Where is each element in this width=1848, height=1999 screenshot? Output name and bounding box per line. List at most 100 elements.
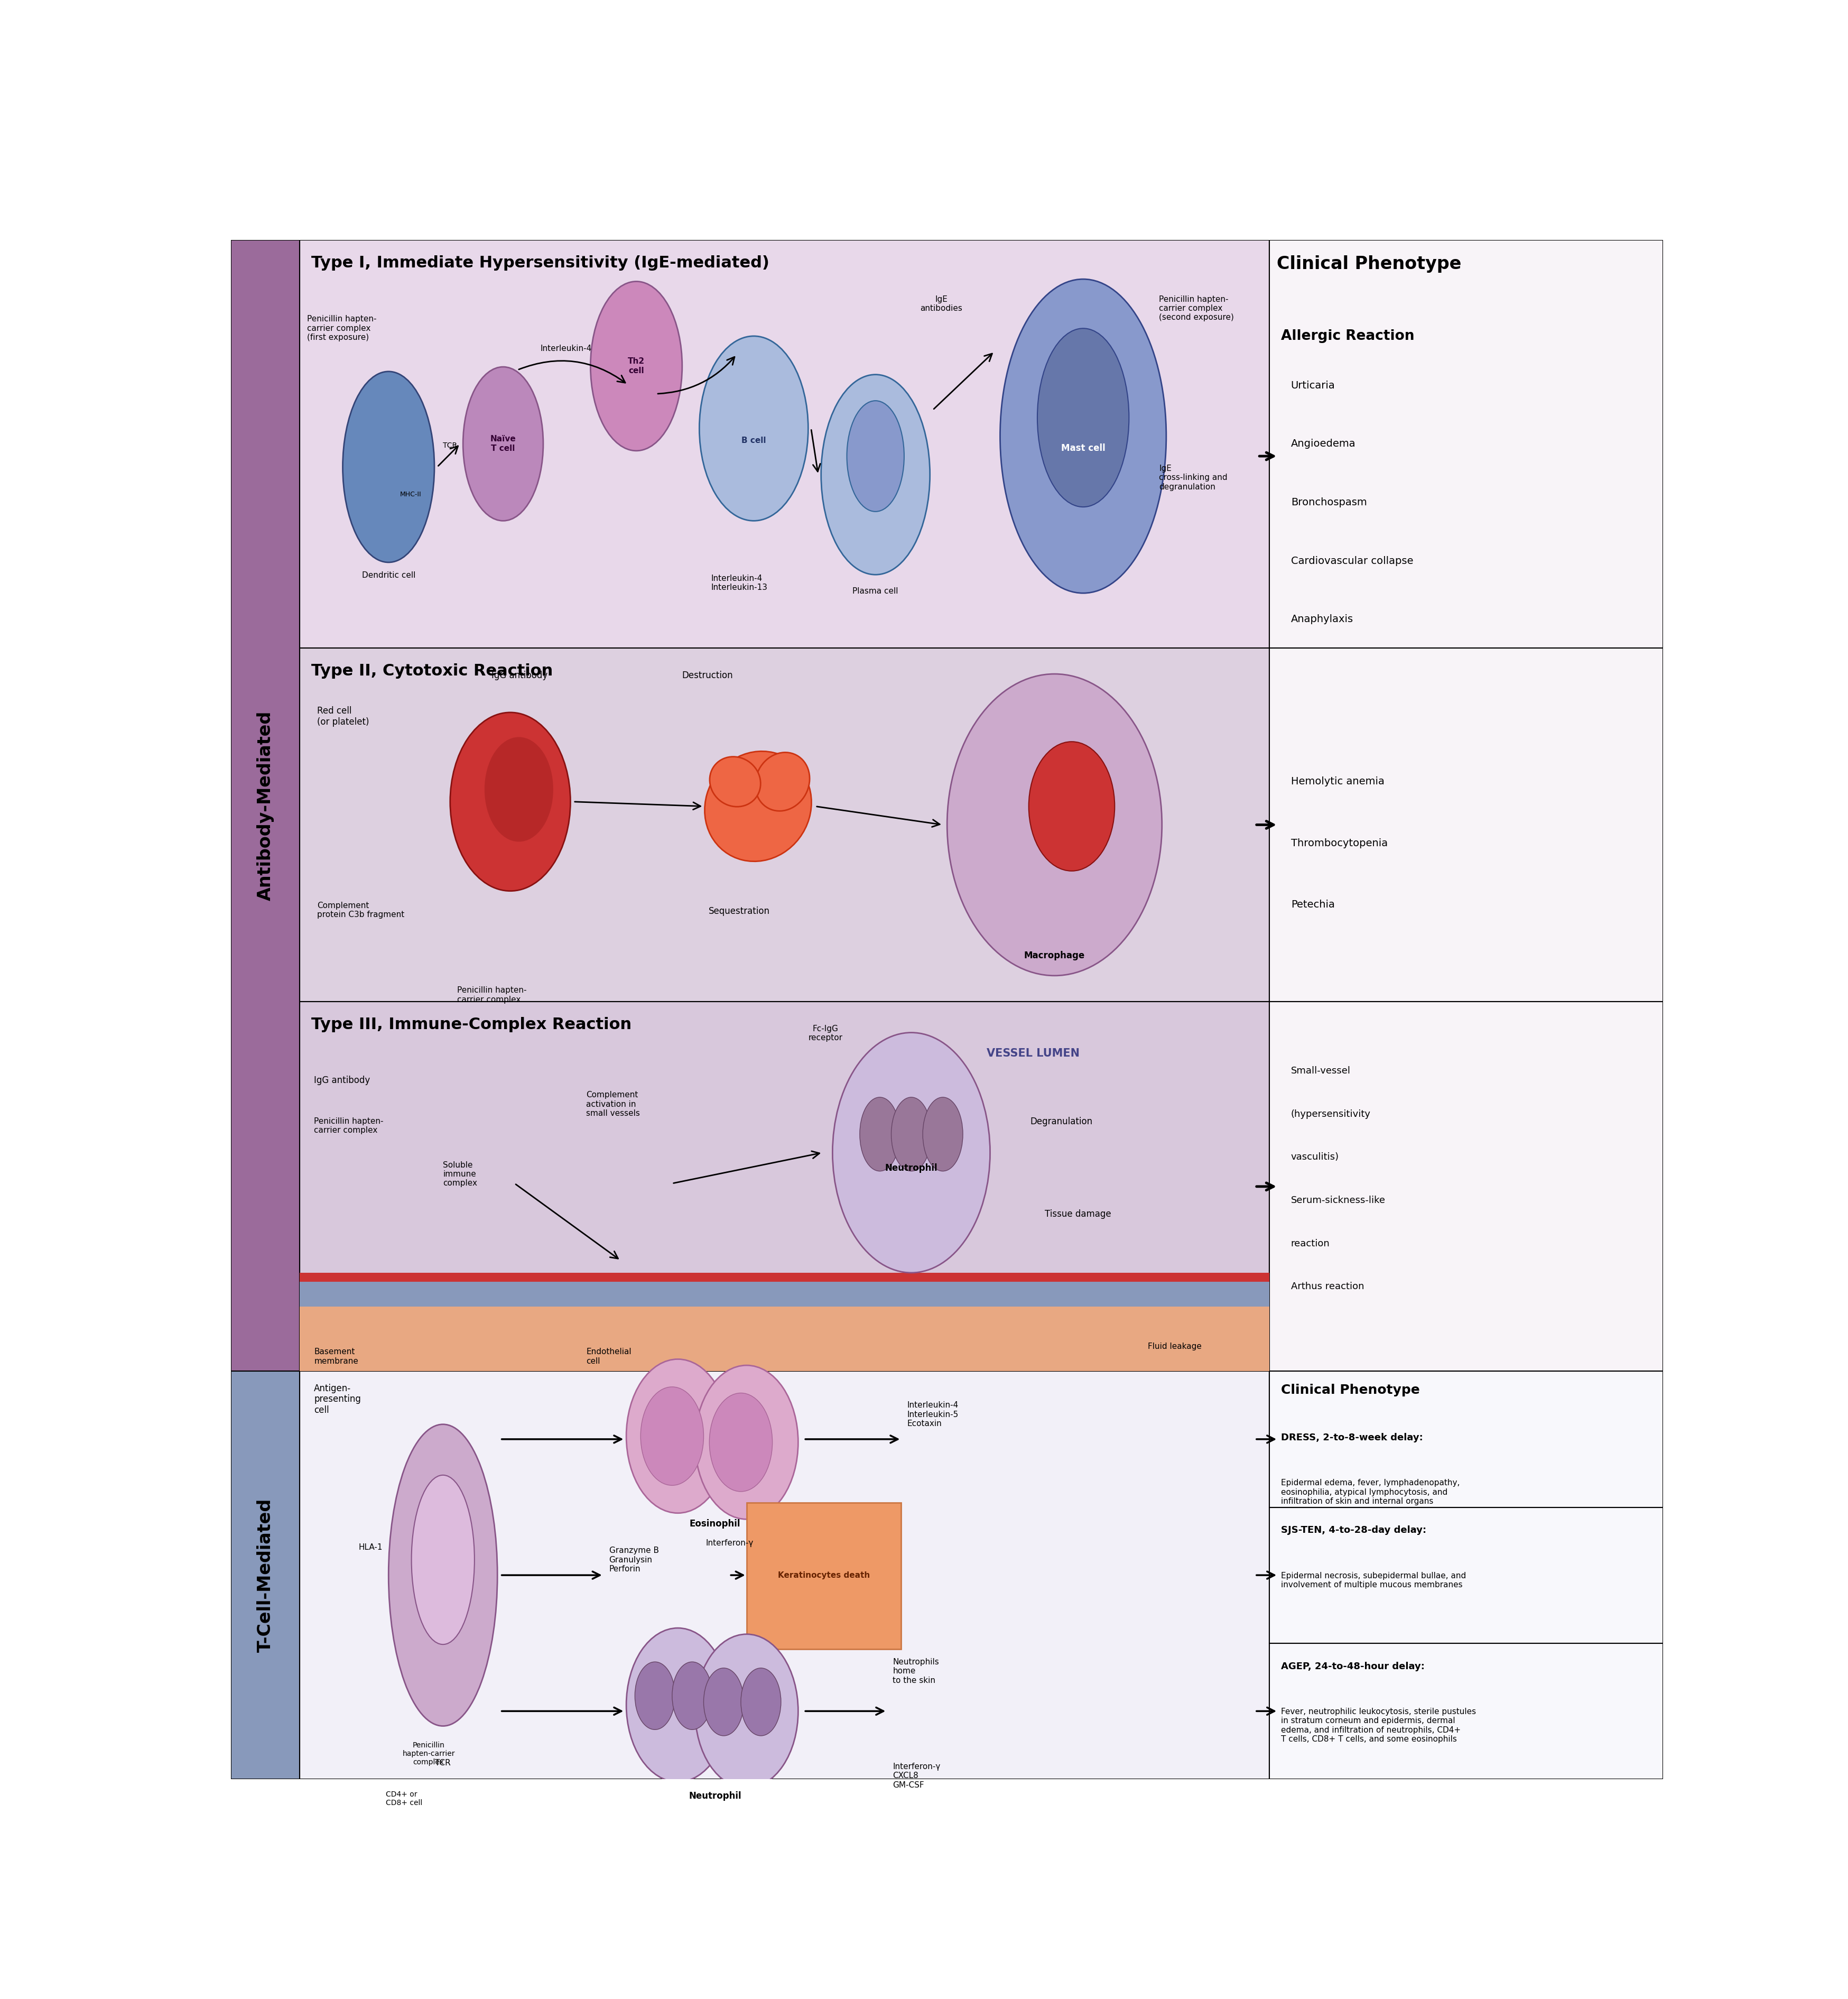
Text: Thrombocytopenia: Thrombocytopenia [1292, 838, 1388, 848]
Text: Naïve
T cell: Naïve T cell [490, 436, 516, 452]
Text: Hemolytic anemia: Hemolytic anemia [1292, 778, 1384, 788]
Bar [299, 1281, 1270, 1371]
Text: Neutrophil: Neutrophil [689, 1791, 741, 1801]
Text: B cell: B cell [741, 438, 767, 444]
Ellipse shape [704, 752, 811, 862]
Text: Red cell
(or platelet): Red cell (or platelet) [318, 706, 370, 728]
Bar [299, 1371, 1270, 1779]
Bar [299, 1281, 1270, 1307]
Text: Angioedema: Angioedema [1292, 440, 1356, 450]
Ellipse shape [1037, 328, 1129, 508]
Text: Cardiovascular collapse: Cardiovascular collapse [1292, 556, 1414, 566]
Text: Epidermal necrosis, subepidermal bullae, and
involvement of multiple mucous memb: Epidermal necrosis, subepidermal bullae,… [1281, 1571, 1465, 1589]
Bar [1270, 648, 1663, 1001]
Text: AGEP, 24-to-48-hour delay:: AGEP, 24-to-48-hour delay: [1281, 1661, 1425, 1671]
Text: Fc-IgG
receptor: Fc-IgG receptor [808, 1025, 843, 1041]
Text: Eosinophil: Eosinophil [689, 1519, 741, 1529]
Ellipse shape [710, 1393, 772, 1491]
Ellipse shape [710, 758, 761, 808]
Ellipse shape [342, 372, 434, 562]
Text: IgE
cross-linking and
degranulation: IgE cross-linking and degranulation [1159, 464, 1227, 492]
Bar [1270, 1507, 1663, 1643]
Text: CD4+ or
CD8+ cell: CD4+ or CD8+ cell [386, 1791, 423, 1807]
Text: Clinical Phenotype: Clinical Phenotype [1281, 1383, 1419, 1395]
Text: VESSEL LUMEN: VESSEL LUMEN [987, 1047, 1079, 1059]
Text: Interleukin-4: Interleukin-4 [540, 344, 591, 352]
Ellipse shape [704, 1667, 743, 1735]
Text: Mast cell: Mast cell [1061, 444, 1105, 454]
Text: Epidermal edema, fever, lymphadenopathy,
eosinophilia, atypical lymphocytosis, a: Epidermal edema, fever, lymphadenopathy,… [1281, 1479, 1460, 1505]
Text: Penicillin hapten-
carrier complex: Penicillin hapten- carrier complex [456, 986, 527, 1003]
Text: Tissue damage: Tissue damage [1044, 1209, 1111, 1219]
Ellipse shape [948, 674, 1162, 976]
Ellipse shape [451, 712, 571, 892]
Bar [1270, 240, 1663, 648]
Bar [231, 240, 299, 1371]
Text: vasculitis): vasculitis) [1292, 1153, 1340, 1161]
Ellipse shape [846, 400, 904, 512]
Ellipse shape [741, 1667, 782, 1735]
Ellipse shape [464, 368, 543, 522]
Bar [1270, 1001, 1663, 1371]
Text: Granzyme B
Granulysin
Perforin: Granzyme B Granulysin Perforin [610, 1547, 658, 1573]
Text: Interleukin-4
Interleukin-13: Interleukin-4 Interleukin-13 [711, 574, 767, 592]
Text: Type I, Immediate Hypersensitivity (IgE-mediated): Type I, Immediate Hypersensitivity (IgE-… [310, 256, 769, 270]
Text: Interferon-γ
CXCL8
GM-CSF: Interferon-γ CXCL8 GM-CSF [893, 1763, 941, 1789]
Text: Clinical Phenotype: Clinical Phenotype [1277, 256, 1462, 272]
Ellipse shape [412, 1475, 475, 1645]
Text: Type II, Cytotoxic Reaction: Type II, Cytotoxic Reaction [310, 664, 553, 678]
Ellipse shape [591, 282, 682, 450]
Text: Fluid leakage: Fluid leakage [1148, 1343, 1201, 1351]
Text: Th2
cell: Th2 cell [628, 358, 645, 374]
Ellipse shape [891, 1097, 931, 1171]
Ellipse shape [922, 1097, 963, 1171]
Text: Small-vessel: Small-vessel [1292, 1065, 1351, 1075]
Bar [231, 1371, 299, 1779]
Text: IgG antibody: IgG antibody [314, 1075, 370, 1085]
Text: Endothelial
cell: Endothelial cell [586, 1347, 632, 1365]
Ellipse shape [699, 336, 808, 522]
Text: Complement
activation in
small vessels: Complement activation in small vessels [586, 1091, 639, 1117]
Text: Penicillin
hapten-carrier
complex: Penicillin hapten-carrier complex [403, 1741, 455, 1765]
Ellipse shape [626, 1627, 730, 1781]
Text: Neutrophil: Neutrophil [885, 1163, 937, 1173]
Ellipse shape [484, 738, 553, 842]
Text: Bronchospasm: Bronchospasm [1292, 498, 1368, 508]
Text: Penicillin hapten-
carrier complex
(second exposure): Penicillin hapten- carrier complex (seco… [1159, 296, 1234, 322]
Text: MHC-II: MHC-II [399, 492, 421, 498]
Text: Urticaria: Urticaria [1292, 380, 1334, 390]
Text: Antibody-Mediated: Antibody-Mediated [257, 710, 274, 900]
Text: Penicillin hapten-
carrier complex: Penicillin hapten- carrier complex [314, 1117, 384, 1133]
Text: Basement
membrane: Basement membrane [314, 1347, 359, 1365]
Text: Destruction: Destruction [682, 672, 734, 680]
Ellipse shape [673, 1661, 711, 1729]
Text: Neutrophils
home
to the skin: Neutrophils home to the skin [893, 1657, 939, 1685]
Text: DRESS, 2-to-8-week delay:: DRESS, 2-to-8-week delay: [1281, 1433, 1423, 1443]
Ellipse shape [636, 1661, 675, 1729]
Bar [299, 1273, 1270, 1281]
Text: Sequestration: Sequestration [710, 906, 771, 916]
Text: T-Cell-Mediated: T-Cell-Mediated [257, 1497, 274, 1651]
Text: Petechia: Petechia [1292, 900, 1334, 910]
Ellipse shape [641, 1387, 704, 1485]
Text: IgE
antibodies: IgE antibodies [920, 296, 963, 312]
Ellipse shape [821, 374, 930, 574]
Bar [299, 648, 1270, 1001]
Text: TCR: TCR [434, 1759, 451, 1767]
Text: Fever, neutrophilic leukocytosis, sterile pustules
in stratum corneum and epider: Fever, neutrophilic leukocytosis, steril… [1281, 1707, 1477, 1743]
Ellipse shape [1029, 742, 1114, 872]
Text: Macrophage: Macrophage [1024, 952, 1085, 960]
Text: Keratinocytes death: Keratinocytes death [778, 1571, 870, 1579]
Text: Antigen-
presenting
cell: Antigen- presenting cell [314, 1383, 360, 1415]
Ellipse shape [695, 1365, 798, 1519]
Ellipse shape [626, 1359, 730, 1513]
Text: HLA-1: HLA-1 [359, 1543, 383, 1551]
Text: Degranulation: Degranulation [1029, 1117, 1092, 1127]
Text: Allergic Reaction: Allergic Reaction [1281, 330, 1414, 344]
Text: reaction: reaction [1292, 1239, 1331, 1247]
Bar [1270, 1643, 1663, 1779]
Text: Type III, Immune-Complex Reaction: Type III, Immune-Complex Reaction [310, 1017, 632, 1033]
Bar [1270, 1371, 1663, 1507]
Text: Anaphylaxis: Anaphylaxis [1292, 614, 1353, 624]
Bar [747, 1503, 902, 1649]
